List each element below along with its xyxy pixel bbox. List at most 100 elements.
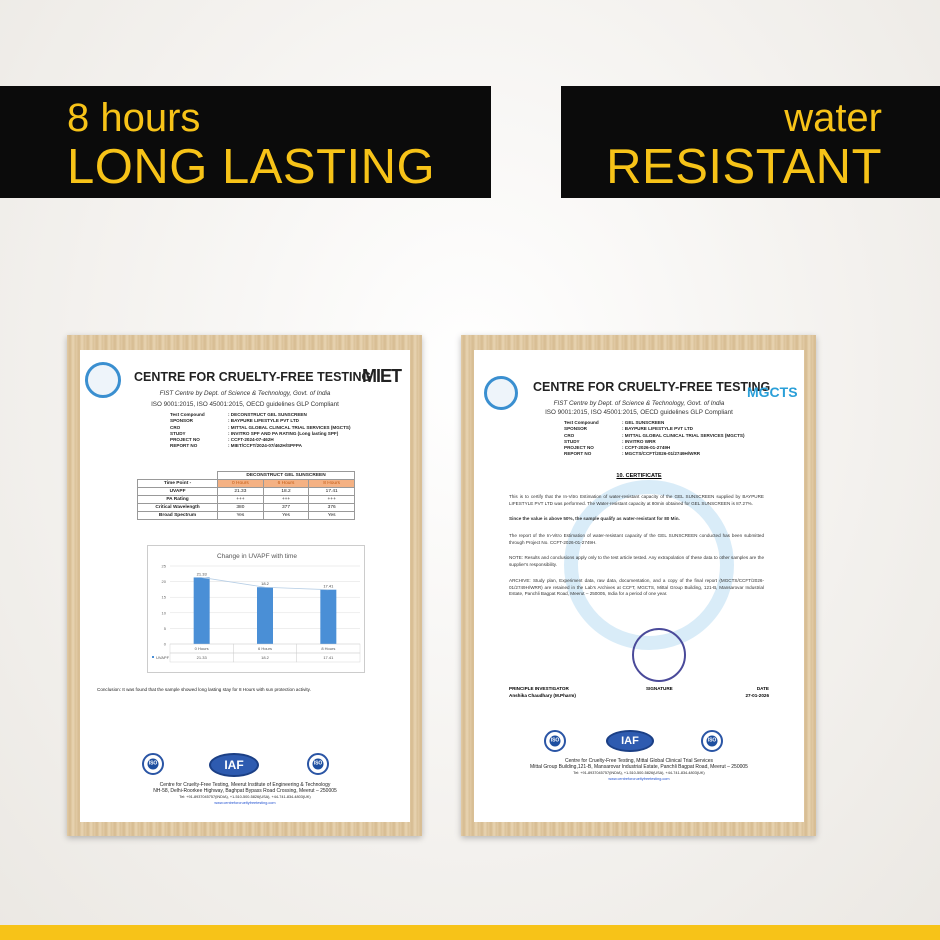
x-tick-label: 0 Hours	[195, 646, 209, 651]
certificate-paragraph: ARCHIVE: Study plan, Experiment data, ra…	[509, 578, 764, 596]
detail-key: CRO	[564, 432, 575, 438]
data-label: 17.41	[323, 584, 334, 589]
footer-line: Tel: +91-8937045757(INDIA), +1-510-500-5…	[179, 795, 311, 799]
ccft-logo	[484, 376, 518, 410]
y-tick-label: 10	[162, 610, 167, 615]
chart-title: Change in UVAPF with time	[217, 553, 297, 560]
table-cell: 376	[308, 503, 355, 512]
table-row: UVAPF 21.33 18.2 17.41	[136, 487, 355, 496]
bar	[257, 587, 273, 644]
study-details: Test Compound: DECONSTRUCT GEL SUNSCREEN…	[170, 412, 351, 450]
detail-row: STUDY: INVITRO WRR	[564, 439, 745, 445]
table-cell: +++	[217, 495, 264, 504]
detail-row: STUDY: INVITRO SPF AND PA RATING (Long l…	[170, 431, 351, 437]
table-row: Critical Wavelength 380 377 376	[136, 503, 355, 512]
data-table-value: 21.33	[197, 655, 208, 660]
detail-key: REPORT NO	[170, 443, 198, 449]
table-header-cell: 8 Hours	[308, 479, 355, 488]
pi-name: Anshika Chaudhary (M.Pharm)	[509, 693, 576, 698]
certificate-footer: Centre for Cruelty-Free Testing, Meerut …	[80, 782, 410, 806]
detail-value: : GEL SUNSCREEN	[622, 420, 665, 425]
detail-key: REPORT NO	[564, 451, 592, 457]
legend-swatch	[152, 656, 154, 658]
certificate-paragraph: This is to certify that the In-Vitro Est…	[509, 494, 764, 506]
table-caption: DECONSTRUCT GEL SUNSCREEN	[217, 471, 355, 480]
footer-line: Mittal Group Building,121-B, Mansarovar …	[530, 764, 748, 770]
detail-row: CRO: MITTAL GLOBAL CLINICAL TRIAL SERVIC…	[170, 425, 351, 431]
table-cell: Critical Wavelength	[136, 503, 219, 512]
footer-line: Centre for Cruelty-Free Testing, Mittal …	[564, 758, 713, 764]
certificate-paragraph: Since the value is above 50%, the sample…	[509, 516, 680, 521]
mgcts-logo: MGCTS	[747, 384, 798, 400]
certificate-paragraph: NOTE: Results and conclusions apply only…	[509, 555, 764, 567]
iso-badge-icon: ISO	[701, 730, 723, 752]
bottom-accent-strip	[0, 925, 940, 940]
trendline	[201, 577, 329, 591]
table-cell: 380	[217, 503, 264, 512]
conclusion-text: Conclusion: It was found that the sample…	[97, 687, 311, 692]
y-tick-label: 0	[164, 642, 167, 647]
data-table-cell	[296, 652, 361, 663]
detail-value: : MITTAL GLOBAL CLINICAL TRIAL SERVICES …	[622, 432, 745, 438]
signature-label: SIGNATURE	[646, 686, 673, 691]
ccft-logo	[85, 362, 121, 398]
table-cell: +++	[308, 495, 355, 504]
banner-line1: 8 hours	[67, 96, 201, 140]
table-cell: 18.2	[262, 487, 310, 496]
badge-label: ISO	[312, 758, 324, 770]
table-cell: +++	[262, 495, 310, 504]
table-row: PA Rating +++ +++ +++	[136, 495, 355, 504]
banner-line2: RESISTANT	[606, 140, 882, 194]
data-label: 18.2	[261, 581, 270, 586]
y-tick-label: 15	[162, 595, 167, 600]
water-resistant-certificate-frame: CENTRE FOR CRUELTY-FREE TESTING MGCTS FI…	[461, 335, 816, 836]
bar	[320, 589, 337, 644]
date-value: 27-01-2026	[745, 693, 770, 698]
detail-row: REPORT NO: MGCTS/CCFT/2026-01/2749H/WRR	[564, 451, 745, 457]
data-table-value: 17.41	[323, 655, 334, 660]
detail-key: SPONSOR	[170, 418, 193, 424]
footer-line: Tel: +91-8937045757(INDIA), +1-510-500-5…	[573, 771, 705, 775]
table-cell: 17.41	[308, 487, 355, 496]
detail-row: Test Compound: DECONSTRUCT GEL SUNSCREEN	[170, 412, 351, 418]
table-cell: UVAPF	[136, 487, 219, 496]
footer-url: www.centreforcrueltyfreetesting.com	[214, 801, 276, 805]
certificate-iso: ISO 9001:2015, ISO 45001:2015, OECD guid…	[545, 409, 733, 416]
table-cell: 21.33	[217, 487, 264, 496]
iso-badge-icon: ISO	[544, 730, 566, 752]
iso-badge-icon: ISO	[307, 753, 329, 775]
detail-row: SPONSOR: BAYPURE LIFESTYLE PVT LTD	[170, 418, 351, 424]
detail-row: REPORT NO : MIET/CCFT/2024-07/462H/SPFPA	[170, 443, 351, 449]
table-header-cell: 6 Hours	[262, 479, 310, 488]
table-cell: Yes	[217, 511, 264, 520]
uvapf-chart: Change in UVAPF with time 0 5 10 15 20 25 21.33…	[147, 545, 365, 673]
detail-value: : BAYPURE LIFESTYLE PVT LTD	[622, 426, 693, 432]
table-cell: Yes	[308, 511, 355, 520]
detail-value: : MITTAL GLOBAL CLINICAL TRIAL SERVICES …	[228, 424, 351, 430]
badge-label: ISO	[147, 758, 159, 770]
miet-logo: MIET	[362, 366, 402, 386]
certificate-footer: Centre for Cruelty-Free Testing, Mittal …	[474, 758, 804, 782]
table-header-cell: 0 Hours	[217, 479, 264, 488]
detail-value: : MIET/CCFT/2024-07/462H/SPFPA	[228, 443, 302, 449]
certificate-paper: CENTRE FOR CRUELTY-FREE TESTING MGCTS FI…	[474, 350, 804, 822]
study-details: Test Compound: GEL SUNSCREEN SPONSOR: BAY…	[564, 420, 745, 458]
detail-key: STUDY	[564, 438, 580, 444]
pi-label: PRINCIPLE INVESTIGATOR	[509, 686, 569, 691]
date-label: DATE	[756, 686, 769, 691]
certificate-paper: CENTRE FOR CRUELTY-FREE TESTING MIET FIS…	[80, 350, 410, 822]
detail-row: Test Compound: GEL SUNSCREEN	[564, 420, 745, 426]
detail-row: PROJECT NO: CCFT-2026-01-2749H	[564, 445, 745, 451]
detail-row: PROJECT NO: CCFT-2024-07-462H	[170, 437, 351, 443]
uvapf-chart-svg: Change in UVAPF with time 0 5 10 15 20 25 21.33…	[152, 553, 361, 663]
detail-row: SPONSOR: BAYPURE LIFESTYLE PVT LTD	[564, 426, 745, 432]
detail-value: : INVITRO SPF AND PA RATING (Long lastin…	[228, 430, 339, 436]
legend-label: UVAPF	[156, 655, 170, 660]
banner-line1: water	[784, 96, 882, 140]
table-header-cell: Time Point -	[136, 479, 219, 488]
x-tick-label: 8 Hours	[321, 646, 335, 651]
detail-row: CRO : MITTAL GLOBAL CLINICAL TRIAL SERVIC…	[564, 433, 745, 439]
iaf-logo: IAF	[606, 730, 654, 752]
long-lasting-certificate-frame: CENTRE FOR CRUELTY-FREE TESTING MIET FIS…	[67, 335, 422, 836]
y-tick-label: 25	[162, 564, 167, 569]
